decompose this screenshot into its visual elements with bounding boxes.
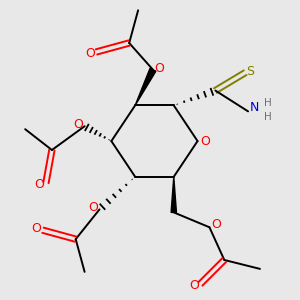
Text: O: O: [85, 47, 95, 60]
Text: O: O: [154, 62, 164, 75]
Text: O: O: [73, 118, 83, 131]
Polygon shape: [171, 177, 176, 212]
Text: O: O: [88, 202, 98, 214]
Text: O: O: [211, 218, 221, 231]
Text: O: O: [34, 178, 44, 191]
Text: O: O: [32, 222, 41, 235]
Text: H: H: [263, 98, 271, 108]
Text: O: O: [189, 279, 199, 292]
Text: S: S: [247, 65, 254, 78]
Text: O: O: [200, 135, 210, 148]
Text: N: N: [250, 101, 259, 114]
Text: H: H: [263, 112, 271, 122]
Polygon shape: [135, 68, 156, 105]
